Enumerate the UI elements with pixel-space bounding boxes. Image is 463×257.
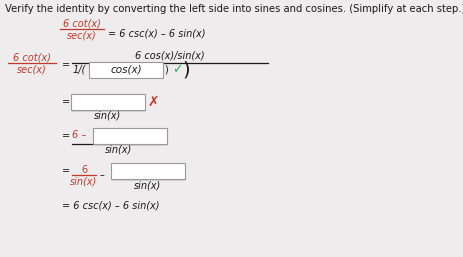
Text: =: = [62,166,70,176]
Text: –: – [100,170,105,180]
FancyBboxPatch shape [93,128,167,144]
FancyBboxPatch shape [89,62,163,78]
Text: ): ) [182,60,190,79]
Text: sec(x): sec(x) [17,64,47,74]
Text: sin(x): sin(x) [70,176,98,186]
Text: = 6 csc(x) – 6 sin(x): = 6 csc(x) – 6 sin(x) [62,200,159,210]
Text: 6 cot(x): 6 cot(x) [13,52,51,62]
Text: sin(x): sin(x) [106,145,132,155]
Text: Verify the identity by converting the left side into sines and cosines. (Simplif: Verify the identity by converting the le… [5,4,463,14]
Text: cos(x): cos(x) [110,65,142,75]
Text: 1/(: 1/( [73,64,86,74]
Text: 6: 6 [81,165,87,175]
Text: ✗: ✗ [147,95,159,109]
Text: 6 –: 6 – [72,130,86,140]
Text: =: = [62,131,70,141]
FancyBboxPatch shape [111,163,185,179]
Text: 6 cot(x): 6 cot(x) [63,18,101,28]
Text: = 6 csc(x) – 6 sin(x): = 6 csc(x) – 6 sin(x) [108,29,206,39]
Text: sec(x): sec(x) [67,30,97,40]
Text: ✓: ✓ [172,63,182,77]
Text: 6 cos(x)/sin(x): 6 cos(x)/sin(x) [135,50,205,60]
Text: =: = [62,97,70,107]
Text: sin(x): sin(x) [94,111,122,121]
Text: sin(x): sin(x) [134,180,162,190]
FancyBboxPatch shape [71,94,145,110]
Text: ): ) [164,64,168,74]
Text: =: = [62,60,70,70]
